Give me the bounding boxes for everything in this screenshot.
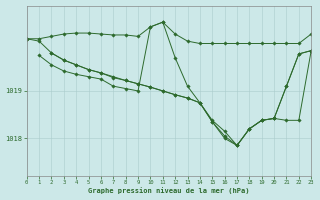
X-axis label: Graphe pression niveau de la mer (hPa): Graphe pression niveau de la mer (hPa) bbox=[88, 188, 250, 194]
